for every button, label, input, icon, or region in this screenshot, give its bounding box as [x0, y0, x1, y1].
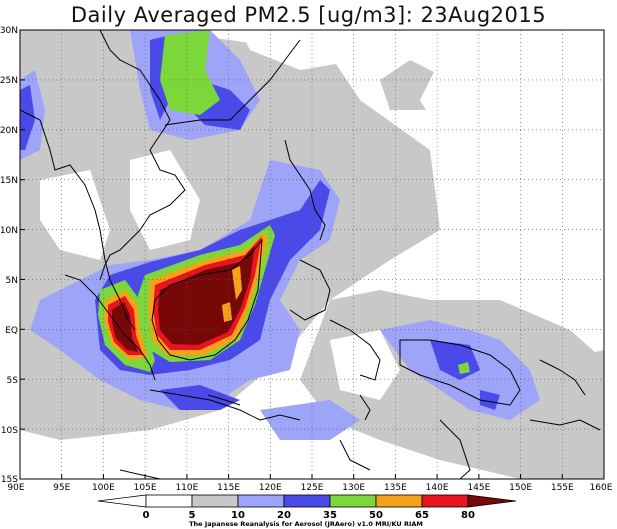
lon-label: 90E [7, 483, 24, 493]
lon-label: 150E [509, 483, 532, 493]
lat-label: 30N [0, 26, 18, 36]
colorbar-seg [237, 494, 285, 508]
lon-label: 160E [590, 483, 613, 493]
colorbar-label: 20 [277, 510, 291, 521]
lon-label: 110E [175, 483, 198, 493]
lat-label: 20N [0, 126, 18, 136]
colorbar-label: 35 [323, 510, 337, 521]
colorbar-seg [375, 494, 423, 508]
colorbar-seg [329, 494, 377, 508]
lat-label: 5N [6, 276, 18, 286]
longitude-labels: 90E 95E 100E 105E 110E 115E 120E 125E 13… [7, 483, 612, 493]
colorbar-label: 0 [143, 510, 150, 521]
lat-label: 10N [0, 226, 18, 236]
colorbar-seg [191, 494, 239, 508]
colorbar-seg [97, 494, 147, 508]
lon-label: 130E [342, 483, 365, 493]
orange-hotspots [222, 266, 242, 322]
colorbar-label: 5 [189, 510, 196, 521]
lon-label: 95E [53, 483, 70, 493]
lon-label: 115E [217, 483, 240, 493]
lon-label: 145E [467, 483, 490, 493]
lon-label: 140E [426, 483, 449, 493]
colorbar-label: 65 [415, 510, 429, 521]
tick-marks [20, 79, 563, 479]
lon-label: 125E [301, 483, 324, 493]
colorbar-seg [421, 494, 469, 508]
colorbar-labels: 0 5 10 20 35 50 65 80 [143, 510, 475, 521]
lon-label: 155E [551, 483, 574, 493]
credit-text: The Japanese Reanalysis for Aerosol (JRA… [189, 520, 423, 528]
lat-label: 10S [1, 426, 18, 436]
coastlines [20, 30, 601, 479]
latitude-labels: 30N 25N 20N 15N 10N 5N EQ 5S 10S 15S [0, 26, 18, 485]
lat-label: 15N [0, 176, 18, 186]
lat-label: 5S [7, 376, 19, 386]
colorbar-seg [283, 494, 331, 508]
colorbar-seg [467, 494, 517, 508]
colorbar [97, 494, 517, 508]
graticule [20, 30, 604, 479]
map-title: Daily Averaged PM2.5 [ug/m3]: 23Aug2015 [70, 3, 547, 27]
colorbar-label: 10 [231, 510, 245, 521]
lon-label: 100E [92, 483, 115, 493]
lon-label: 135E [384, 483, 407, 493]
colorbar-seg [145, 494, 193, 508]
lat-label: EQ [5, 326, 18, 336]
lat-label: 15S [1, 475, 18, 485]
lat-label: 25N [0, 76, 18, 86]
concentration-field [20, 30, 604, 479]
lon-label: 120E [259, 483, 282, 493]
colorbar-label: 80 [461, 510, 475, 521]
lon-label: 105E [134, 483, 157, 493]
colorbar-label: 50 [369, 510, 383, 521]
